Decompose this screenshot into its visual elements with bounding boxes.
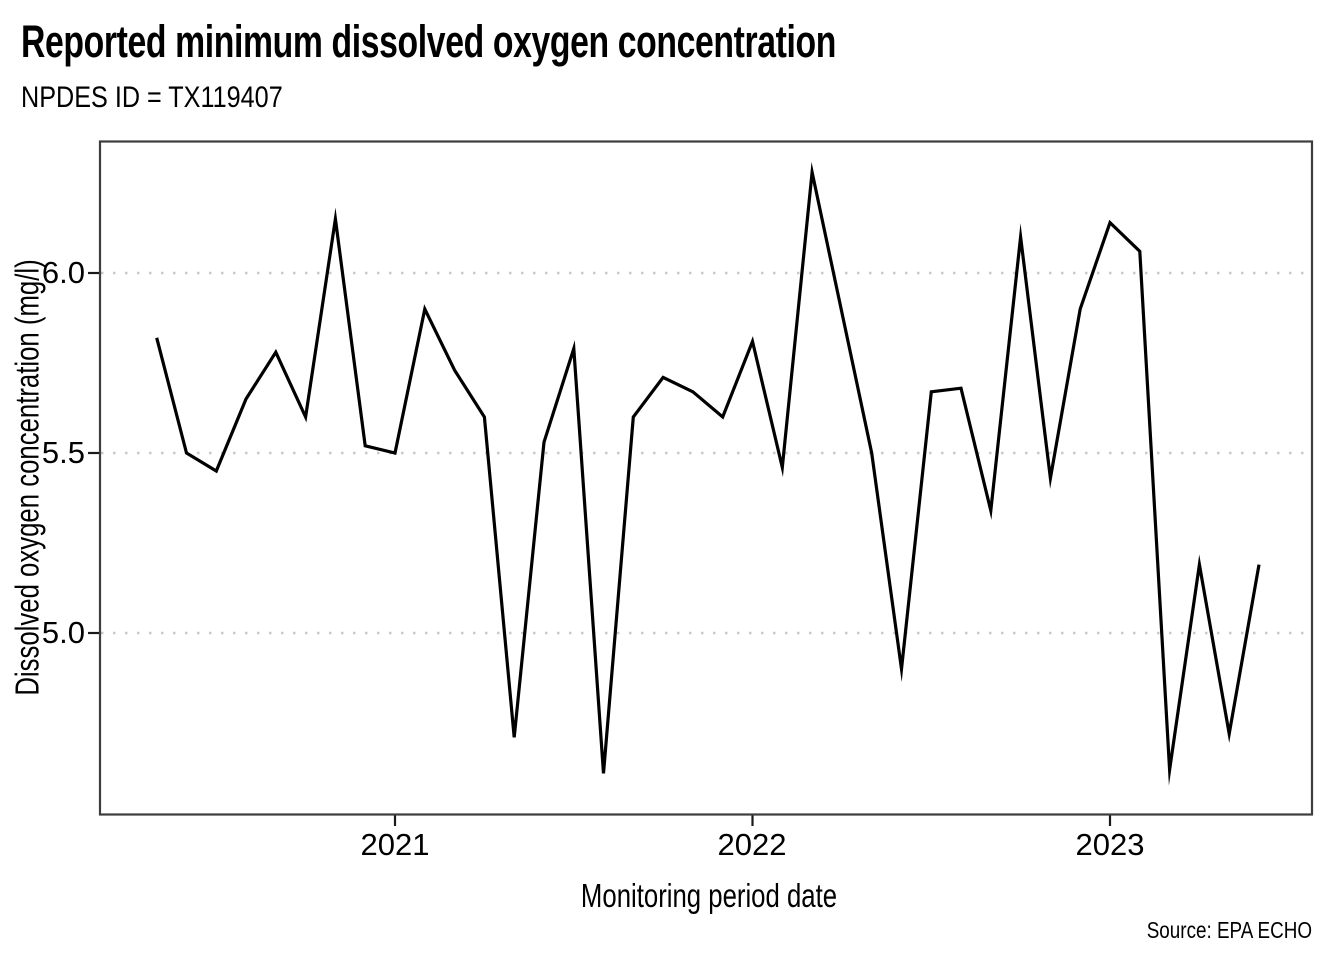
y-tick-label-5.5: 5.5 — [41, 435, 85, 470]
panel-border — [98, 140, 1314, 816]
x-tick-marks — [393, 815, 1112, 826]
x-tick-label-2022: 2022 — [717, 827, 787, 862]
gridlines — [101, 271, 1311, 635]
source-caption: Source: EPA ECHO — [1146, 917, 1312, 943]
x-tick-label-2023: 2023 — [1075, 827, 1145, 862]
dissolved-oxygen-line — [155, 161, 1261, 786]
x-axis-title: Monitoring period date — [580, 877, 838, 914]
y-tick-label-6.0: 6.0 — [41, 255, 85, 290]
x-tick-label-2021: 2021 — [360, 827, 430, 862]
chart-title: Reported minimum dissolved oxygen concen… — [21, 16, 837, 67]
y-axis-title: Dissolved oxygen concentration (mg/l) — [8, 259, 46, 696]
y-tick-label-5.0: 5.0 — [41, 615, 85, 650]
chart-subtitle: NPDES ID = TX119407 — [21, 81, 283, 114]
y-tick-marks — [88, 271, 99, 635]
